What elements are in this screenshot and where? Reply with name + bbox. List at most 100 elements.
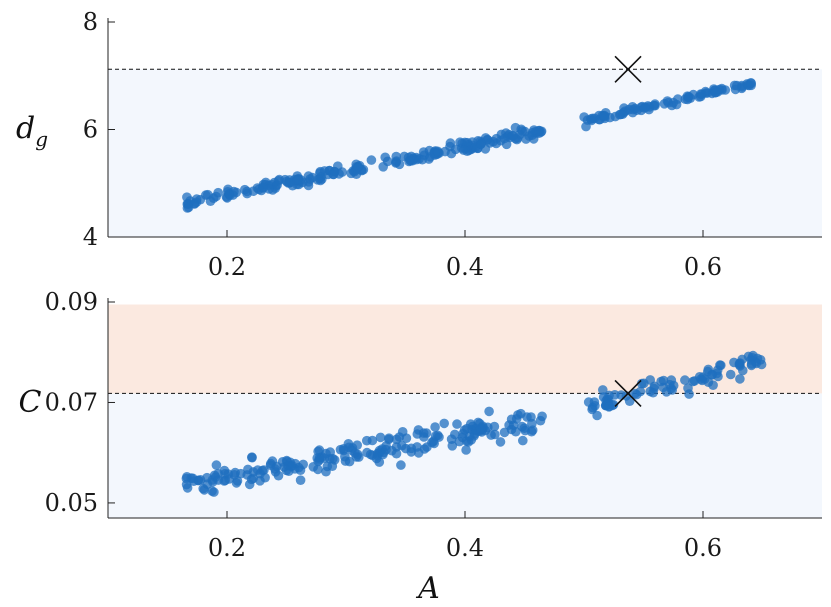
data-point xyxy=(735,374,745,384)
data-point xyxy=(242,188,252,199)
data-point xyxy=(598,392,609,402)
data-point xyxy=(707,369,717,380)
data-point xyxy=(295,475,306,486)
data-point xyxy=(520,425,530,436)
data-point xyxy=(430,431,441,441)
data-point xyxy=(319,453,330,464)
data-point xyxy=(746,360,757,371)
data-point xyxy=(382,156,393,167)
data-point xyxy=(259,465,269,475)
data-point xyxy=(220,475,230,486)
data-point xyxy=(708,380,718,391)
data-point xyxy=(738,365,748,376)
data-point xyxy=(366,155,377,165)
data-point xyxy=(258,183,269,193)
data-point xyxy=(689,376,700,386)
data-point xyxy=(716,360,726,371)
data-point xyxy=(322,461,333,472)
data-point xyxy=(598,385,608,395)
data-point xyxy=(418,147,429,157)
data-point xyxy=(352,163,362,173)
y-axis-title: dg xyxy=(16,111,48,151)
data-point xyxy=(247,452,257,463)
data-point xyxy=(344,442,354,453)
data-point xyxy=(656,376,666,387)
data-point xyxy=(746,78,756,88)
data-point xyxy=(639,103,650,113)
data-point xyxy=(748,350,758,361)
data-point xyxy=(526,412,536,422)
data-point xyxy=(534,125,544,136)
data-point xyxy=(284,178,295,188)
data-point xyxy=(394,159,405,170)
data-point xyxy=(298,177,308,188)
data-point xyxy=(600,113,610,124)
data-point xyxy=(205,196,216,206)
data-point xyxy=(583,397,594,407)
data-point xyxy=(630,103,640,114)
data-point xyxy=(699,374,710,384)
data-point xyxy=(489,421,500,432)
data-point xyxy=(183,202,194,213)
data-point xyxy=(462,137,473,148)
data-point xyxy=(507,130,518,141)
y-tick-label: 4 xyxy=(83,223,98,251)
data-point xyxy=(737,354,747,365)
data-point xyxy=(384,434,394,445)
data-point xyxy=(213,187,223,198)
x-marker xyxy=(614,55,642,83)
data-point xyxy=(273,470,284,481)
x-marker xyxy=(614,379,642,407)
x-tick-label: 0.2 xyxy=(208,534,246,562)
data-point xyxy=(661,387,672,397)
data-point xyxy=(281,465,292,476)
data-point xyxy=(375,432,386,443)
data-point xyxy=(413,448,424,458)
data-point xyxy=(367,435,378,446)
data-point xyxy=(401,443,411,454)
data-point xyxy=(209,487,219,497)
data-point xyxy=(462,146,473,156)
y-tick-label: 0.07 xyxy=(45,388,98,416)
data-point xyxy=(381,444,391,455)
data-point xyxy=(732,80,742,91)
data-point xyxy=(337,167,348,177)
top-panel-dg: 4 6 8 0.2 0.4 0.6 dg xyxy=(16,8,822,281)
data-point xyxy=(189,476,199,487)
x-tick-label: 0.6 xyxy=(684,534,722,562)
data-point xyxy=(586,114,596,124)
data-point xyxy=(608,399,619,410)
data-point xyxy=(182,483,193,493)
data-point xyxy=(314,445,325,455)
data-point xyxy=(684,389,694,399)
data-point xyxy=(592,410,602,421)
data-point xyxy=(213,475,224,485)
data-point xyxy=(429,438,440,449)
x-tick-label: 0.6 xyxy=(684,253,722,281)
data-point xyxy=(419,432,429,442)
x-tick-label: 0.2 xyxy=(208,253,246,281)
data-point xyxy=(511,414,522,424)
data-point xyxy=(518,435,528,446)
data-point xyxy=(465,419,476,429)
data-point xyxy=(422,442,432,452)
data-point xyxy=(616,109,626,120)
data-point xyxy=(495,437,506,447)
y-axis-title: C xyxy=(19,385,42,420)
data-point xyxy=(630,388,640,399)
x-axis-title: A xyxy=(415,571,440,606)
data-point xyxy=(432,146,443,157)
data-point xyxy=(312,175,323,185)
data-point xyxy=(211,460,222,470)
y-tick-label: 0.09 xyxy=(45,288,98,316)
data-point xyxy=(464,431,475,442)
data-point xyxy=(198,483,208,494)
data-point xyxy=(397,427,408,437)
x-tick-label: 0.4 xyxy=(446,253,484,281)
data-point xyxy=(671,99,682,110)
data-point xyxy=(484,406,494,417)
data-point xyxy=(714,84,725,95)
data-point xyxy=(688,89,699,100)
data-point xyxy=(697,89,707,99)
